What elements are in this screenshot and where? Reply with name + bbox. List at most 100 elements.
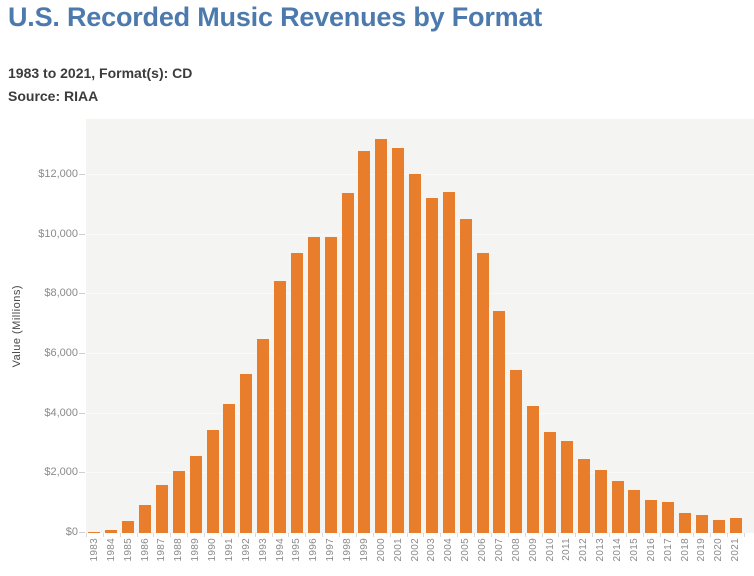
x-tick-label: 1987 <box>156 538 168 562</box>
x-label-col: 1993 <box>255 538 272 576</box>
x-tick-mark <box>474 533 475 537</box>
bar-1994[interactable] <box>274 280 287 533</box>
bar-1990[interactable] <box>206 430 219 533</box>
x-tick-label: 2002 <box>409 538 421 562</box>
x-tick-label: 1990 <box>207 538 219 562</box>
y-tick-mark <box>79 532 85 533</box>
x-tick-mark <box>440 533 441 537</box>
x-label-col: 1997 <box>322 538 339 576</box>
x-label-col: 1987 <box>154 538 171 576</box>
bar-1999[interactable] <box>358 150 371 533</box>
x-label-col: 1983 <box>86 538 103 576</box>
bar-column <box>238 119 255 533</box>
x-tick-mark <box>137 533 138 537</box>
bar-2007[interactable] <box>493 310 506 533</box>
x-tick-label: 1997 <box>325 538 337 562</box>
bar-column <box>221 119 238 533</box>
x-tick-label: 2018 <box>679 538 691 562</box>
x-tick-label: 1996 <box>308 538 320 562</box>
bar-2014[interactable] <box>611 481 624 533</box>
x-tick-label: 1995 <box>291 538 303 562</box>
x-tick-mark <box>204 533 205 537</box>
x-tick-label: 1993 <box>257 538 269 562</box>
bar-1988[interactable] <box>172 470 185 533</box>
bar-column <box>390 119 407 533</box>
bar-2002[interactable] <box>409 173 422 533</box>
x-tick-label: 1983 <box>88 538 100 562</box>
bar-1983[interactable] <box>88 532 101 533</box>
x-tick-mark <box>255 533 256 537</box>
bar-column <box>322 119 339 533</box>
bar-2021[interactable] <box>729 517 742 533</box>
bar-2012[interactable] <box>577 458 590 533</box>
bar-1995[interactable] <box>290 253 303 533</box>
bar-2008[interactable] <box>510 369 523 533</box>
bar-2003[interactable] <box>425 197 438 533</box>
bar-1991[interactable] <box>223 403 236 533</box>
bar-2004[interactable] <box>442 191 455 533</box>
bar-2010[interactable] <box>544 431 557 533</box>
x-label-col: 2002 <box>407 538 424 576</box>
bar-column <box>710 119 727 533</box>
bar-2000[interactable] <box>375 138 388 533</box>
bar-column <box>407 119 424 533</box>
bar-2009[interactable] <box>527 405 540 533</box>
bar-2011[interactable] <box>560 440 573 533</box>
x-tick-mark <box>305 533 306 537</box>
bar-1984[interactable] <box>105 529 118 533</box>
y-tick-mark <box>79 472 85 474</box>
bar-1989[interactable] <box>189 455 202 533</box>
bar-2005[interactable] <box>459 219 472 533</box>
bar-column <box>154 119 171 533</box>
x-label-col: 2018 <box>677 538 694 576</box>
bar-2013[interactable] <box>594 469 607 533</box>
x-label-col: 1989 <box>187 538 204 576</box>
bar-column <box>356 119 373 533</box>
y-tick-mark <box>79 233 85 235</box>
bar-column <box>137 119 154 533</box>
bar-2016[interactable] <box>645 500 658 533</box>
chart-source: Source: RIAA <box>8 88 99 104</box>
bar-2018[interactable] <box>679 512 692 533</box>
x-label-col: 2019 <box>694 538 711 576</box>
x-tick-label: 2011 <box>561 538 573 561</box>
x-tick-mark <box>558 533 559 537</box>
bar-1985[interactable] <box>122 521 135 533</box>
bar-column <box>457 119 474 533</box>
bar-1998[interactable] <box>341 192 354 533</box>
x-label-col: 2020 <box>710 538 727 576</box>
bar-column <box>491 119 508 533</box>
x-tick-mark <box>575 533 576 537</box>
x-tick-mark <box>677 533 678 537</box>
bar-2001[interactable] <box>392 147 405 533</box>
bar-1992[interactable] <box>240 374 253 533</box>
x-tick-label: 1985 <box>122 538 134 562</box>
x-tick-label: 1999 <box>358 538 370 562</box>
bar-column <box>542 119 559 533</box>
bar-1997[interactable] <box>324 237 337 533</box>
bar-1986[interactable] <box>139 505 152 533</box>
x-label-col: 2006 <box>474 538 491 576</box>
x-tick-mark <box>626 533 627 537</box>
bar-1993[interactable] <box>257 338 270 533</box>
x-tick-mark <box>592 533 593 537</box>
bar-2006[interactable] <box>476 253 489 533</box>
x-tick-mark <box>423 533 424 537</box>
x-tick-label: 2014 <box>612 538 624 562</box>
bar-1996[interactable] <box>307 236 320 533</box>
x-tick-mark <box>103 533 104 537</box>
bar-column <box>339 119 356 533</box>
bar-1987[interactable] <box>155 485 168 533</box>
x-label-col: 2005 <box>457 538 474 576</box>
x-tick-label: 1988 <box>173 538 185 562</box>
x-tick-mark <box>660 533 661 537</box>
x-label-col: 2015 <box>626 538 643 576</box>
bar-2017[interactable] <box>662 502 675 533</box>
bar-2015[interactable] <box>628 490 641 533</box>
x-tick-mark <box>457 533 458 537</box>
x-tick-label: 1986 <box>139 538 151 562</box>
x-tick-label: 2003 <box>426 538 438 562</box>
bar-column <box>677 119 694 533</box>
bar-2020[interactable] <box>712 519 725 533</box>
bar-2019[interactable] <box>695 514 708 533</box>
